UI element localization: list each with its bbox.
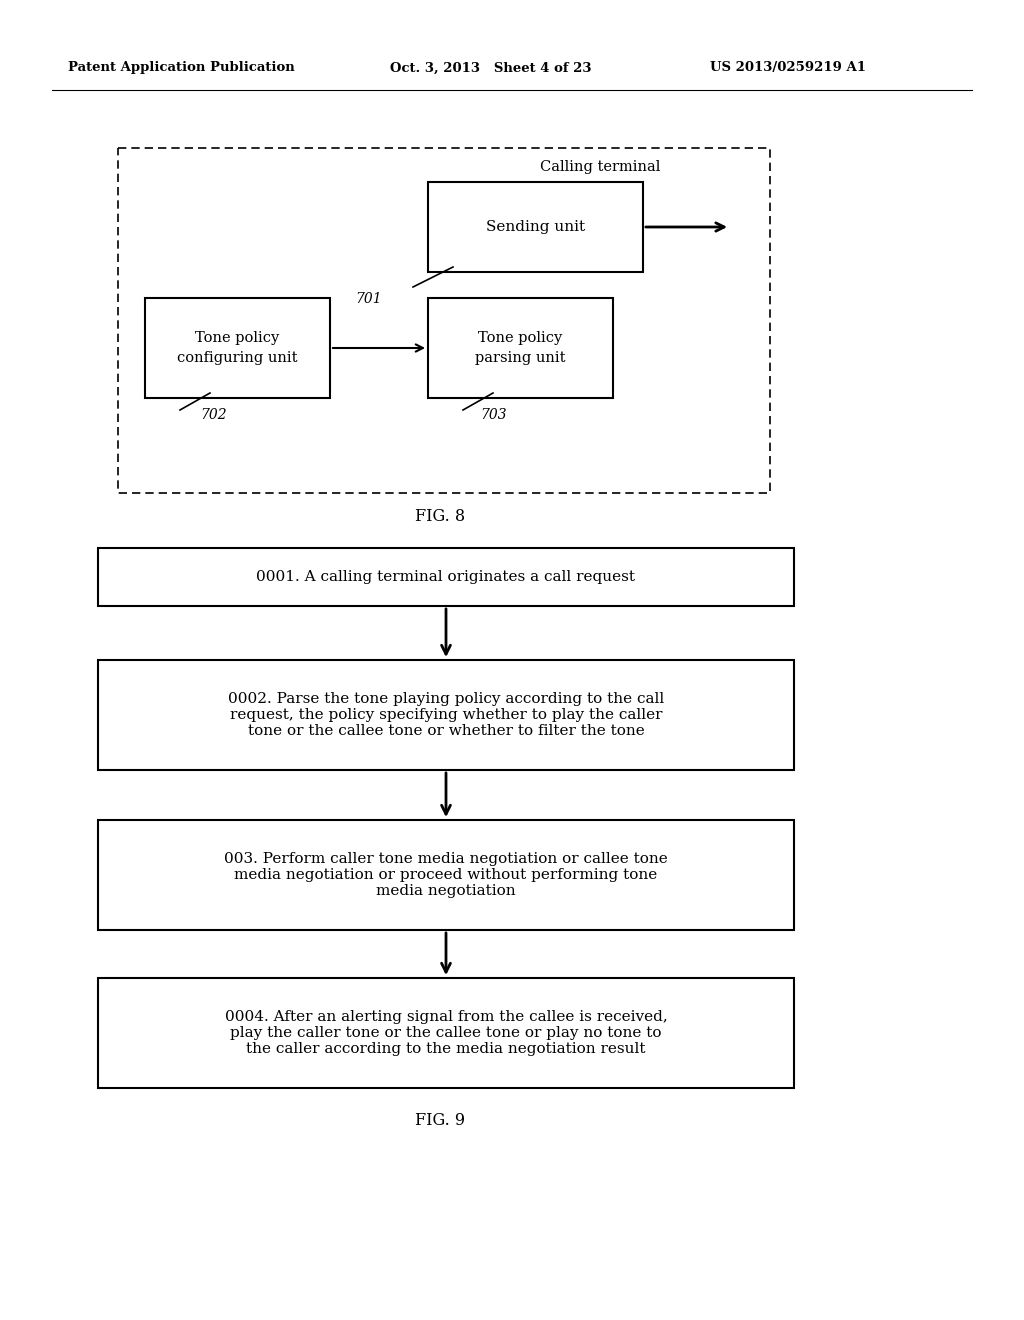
Bar	[428, 182, 643, 272]
Text: Tone policy
parsing unit: Tone policy parsing unit	[475, 331, 565, 364]
Bar	[98, 978, 794, 1088]
Text: Sending unit: Sending unit	[486, 220, 585, 234]
Text: 702: 702	[200, 408, 226, 422]
Text: US 2013/0259219 A1: US 2013/0259219 A1	[710, 62, 866, 74]
Bar	[98, 660, 794, 770]
Bar	[98, 548, 794, 606]
Text: 0002. Parse the tone playing policy according to the call
request, the policy sp: 0002. Parse the tone playing policy acco…	[228, 692, 665, 738]
Text: Oct. 3, 2013   Sheet 4 of 23: Oct. 3, 2013 Sheet 4 of 23	[390, 62, 592, 74]
Bar	[118, 148, 770, 492]
Text: FIG. 9: FIG. 9	[415, 1111, 465, 1129]
Text: 703: 703	[480, 408, 507, 422]
Text: Tone policy
configuring unit: Tone policy configuring unit	[177, 331, 298, 364]
Bar	[428, 298, 613, 399]
Text: 701: 701	[355, 292, 382, 306]
Text: FIG. 8: FIG. 8	[415, 508, 465, 525]
Bar	[145, 298, 330, 399]
Text: 0001. A calling terminal originates a call request: 0001. A calling terminal originates a ca…	[256, 570, 636, 583]
Text: Patent Application Publication: Patent Application Publication	[68, 62, 295, 74]
Text: Calling terminal: Calling terminal	[540, 160, 660, 174]
Text: 003. Perform caller tone media negotiation or callee tone
media negotiation or p: 003. Perform caller tone media negotiati…	[224, 851, 668, 898]
Text: 0004. After an alerting signal from the callee is received,
play the caller tone: 0004. After an alerting signal from the …	[224, 1010, 668, 1056]
Bar	[98, 820, 794, 931]
